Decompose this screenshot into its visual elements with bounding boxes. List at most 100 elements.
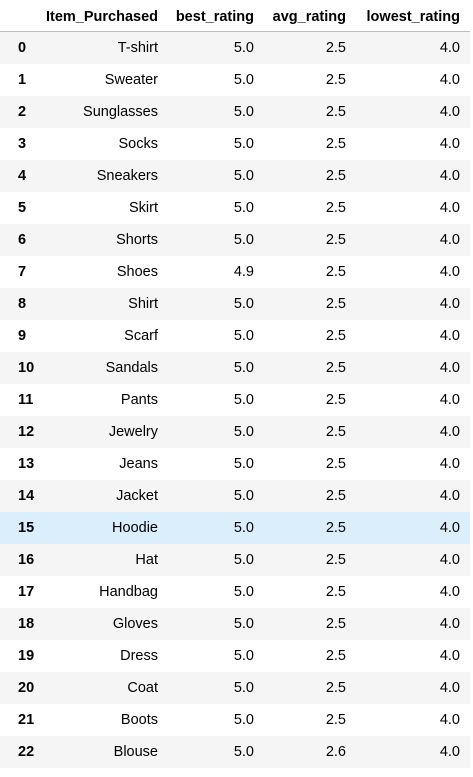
lowest-rating-cell: 4.0 bbox=[439, 39, 460, 56]
table-row: 0 T-shirt 5.0 2.5 4.0 bbox=[0, 31, 470, 64]
row-index: 13 bbox=[18, 455, 35, 472]
table-row: 21 Boots 5.0 2.5 4.0 bbox=[0, 704, 470, 736]
column-header-avg-rating: avg_rating bbox=[264, 2, 356, 32]
best-rating-cell: 4.9 bbox=[233, 263, 254, 280]
lowest-rating-cell: 4.0 bbox=[439, 295, 460, 312]
lowest-rating-cell: 4.0 bbox=[439, 455, 460, 472]
avg-rating-cell: 2.5 bbox=[325, 71, 346, 88]
best-rating-cell: 5.0 bbox=[233, 327, 254, 344]
table-row: 20 Coat 5.0 2.5 4.0 bbox=[0, 671, 470, 704]
table-row: 14 Jacket 5.0 2.5 4.0 bbox=[0, 479, 470, 512]
item-purchased-cell: Handbag bbox=[99, 583, 158, 600]
row-index: 15 bbox=[18, 519, 35, 536]
item-purchased-cell: Sandals bbox=[105, 359, 158, 376]
best-rating-cell: 5.0 bbox=[233, 743, 254, 760]
lowest-rating-cell: 4.0 bbox=[439, 519, 460, 536]
table-row: 11 Pants 5.0 2.5 4.0 bbox=[0, 384, 470, 416]
lowest-rating-cell: 4.0 bbox=[439, 391, 460, 408]
avg-rating-cell: 2.5 bbox=[325, 679, 346, 696]
lowest-rating-cell: 4.0 bbox=[439, 263, 460, 280]
item-purchased-cell: Sweater bbox=[104, 71, 158, 88]
avg-rating-cell: 2.5 bbox=[325, 551, 346, 568]
avg-rating-cell: 2.5 bbox=[325, 615, 346, 632]
best-rating-cell: 5.0 bbox=[233, 231, 254, 248]
lowest-rating-cell: 4.0 bbox=[439, 359, 460, 376]
lowest-rating-cell: 4.0 bbox=[439, 231, 460, 248]
best-rating-cell: 5.0 bbox=[233, 103, 254, 120]
row-index: 14 bbox=[18, 487, 35, 504]
table-row: 9 Scarf 5.0 2.5 4.0 bbox=[0, 320, 470, 352]
lowest-rating-cell: 4.0 bbox=[439, 199, 460, 216]
lowest-rating-cell: 4.0 bbox=[439, 327, 460, 344]
best-rating-cell: 5.0 bbox=[233, 295, 254, 312]
lowest-rating-cell: 4.0 bbox=[439, 551, 460, 568]
lowest-rating-cell: 4.0 bbox=[439, 711, 460, 728]
best-rating-cell: 5.0 bbox=[233, 135, 254, 152]
item-purchased-cell: Shoes bbox=[116, 263, 158, 280]
lowest-rating-cell: 4.0 bbox=[439, 583, 460, 600]
table-row: 7 Shoes 4.9 2.5 4.0 bbox=[0, 256, 470, 288]
item-purchased-cell: Hat bbox=[135, 551, 158, 568]
item-purchased-cell: Jeans bbox=[119, 455, 158, 472]
item-purchased-cell: Skirt bbox=[129, 199, 158, 216]
table-row: 18 Gloves 5.0 2.5 4.0 bbox=[0, 607, 470, 640]
best-rating-cell: 5.0 bbox=[233, 359, 254, 376]
row-index: 17 bbox=[18, 583, 35, 600]
item-purchased-cell: T-shirt bbox=[117, 39, 158, 56]
table-row: 12 Jewelry 5.0 2.5 4.0 bbox=[0, 415, 470, 448]
item-purchased-cell: Shirt bbox=[128, 295, 158, 312]
table-row: 8 Shirt 5.0 2.5 4.0 bbox=[0, 287, 470, 320]
table-row: 2 Sunglasses 5.0 2.5 4.0 bbox=[0, 95, 470, 128]
lowest-rating-cell: 4.0 bbox=[439, 71, 460, 88]
best-rating-cell: 5.0 bbox=[233, 71, 254, 88]
best-rating-cell: 5.0 bbox=[233, 391, 254, 408]
best-rating-cell: 5.0 bbox=[233, 647, 254, 664]
lowest-rating-cell: 4.0 bbox=[439, 679, 460, 696]
best-rating-cell: 5.0 bbox=[233, 615, 254, 632]
best-rating-cell: 5.0 bbox=[233, 423, 254, 440]
avg-rating-cell: 2.5 bbox=[325, 103, 346, 120]
best-rating-cell: 5.0 bbox=[233, 519, 254, 536]
row-index: 20 bbox=[18, 679, 35, 696]
row-index: 0 bbox=[18, 39, 27, 56]
item-purchased-cell: Dress bbox=[120, 647, 158, 664]
row-index: 21 bbox=[18, 711, 35, 728]
avg-rating-cell: 2.5 bbox=[325, 263, 346, 280]
avg-rating-cell: 2.5 bbox=[325, 487, 346, 504]
table-row: 22 Blouse 5.0 2.6 4.0 bbox=[0, 735, 470, 768]
row-index: 4 bbox=[18, 167, 27, 184]
avg-rating-cell: 2.5 bbox=[325, 39, 346, 56]
lowest-rating-cell: 4.0 bbox=[439, 647, 460, 664]
best-rating-cell: 5.0 bbox=[233, 711, 254, 728]
table-row: 5 Skirt 5.0 2.5 4.0 bbox=[0, 192, 470, 224]
best-rating-cell: 5.0 bbox=[233, 199, 254, 216]
row-index: 6 bbox=[18, 231, 27, 248]
row-index: 16 bbox=[18, 551, 35, 568]
best-rating-cell: 5.0 bbox=[233, 167, 254, 184]
lowest-rating-cell: 4.0 bbox=[439, 167, 460, 184]
item-purchased-cell: Pants bbox=[120, 391, 158, 408]
lowest-rating-cell: 4.0 bbox=[439, 135, 460, 152]
row-index: 12 bbox=[18, 423, 35, 440]
row-index: 19 bbox=[18, 647, 35, 664]
lowest-rating-cell: 4.0 bbox=[439, 423, 460, 440]
best-rating-cell: 5.0 bbox=[233, 679, 254, 696]
item-purchased-cell: Shorts bbox=[116, 231, 158, 248]
best-rating-cell: 5.0 bbox=[233, 551, 254, 568]
row-index: 8 bbox=[18, 295, 27, 312]
item-purchased-cell: Scarf bbox=[124, 327, 158, 344]
row-index: 3 bbox=[18, 135, 27, 152]
avg-rating-cell: 2.5 bbox=[325, 423, 346, 440]
table-body: 0 T-shirt 5.0 2.5 4.0 1 Sweater 5.0 2.5 4.0 2 Sungl… bbox=[0, 31, 470, 768]
avg-rating-cell: 2.5 bbox=[325, 391, 346, 408]
avg-rating-cell: 2.5 bbox=[325, 583, 346, 600]
row-index: 9 bbox=[18, 327, 27, 344]
table-row: 15 Hoodie 5.0 2.5 4.0 bbox=[0, 511, 470, 544]
item-purchased-cell: Sneakers bbox=[96, 167, 158, 184]
avg-rating-cell: 2.5 bbox=[325, 519, 346, 536]
header-row: Item_Purchased best_rating avg_rating lo… bbox=[0, 2, 470, 32]
column-header-best-rating: best_rating bbox=[168, 2, 264, 32]
table-row: 10 Sandals 5.0 2.5 4.0 bbox=[0, 351, 470, 384]
lowest-rating-cell: 4.0 bbox=[439, 103, 460, 120]
table-row: 3 Socks 5.0 2.5 4.0 bbox=[0, 128, 470, 160]
